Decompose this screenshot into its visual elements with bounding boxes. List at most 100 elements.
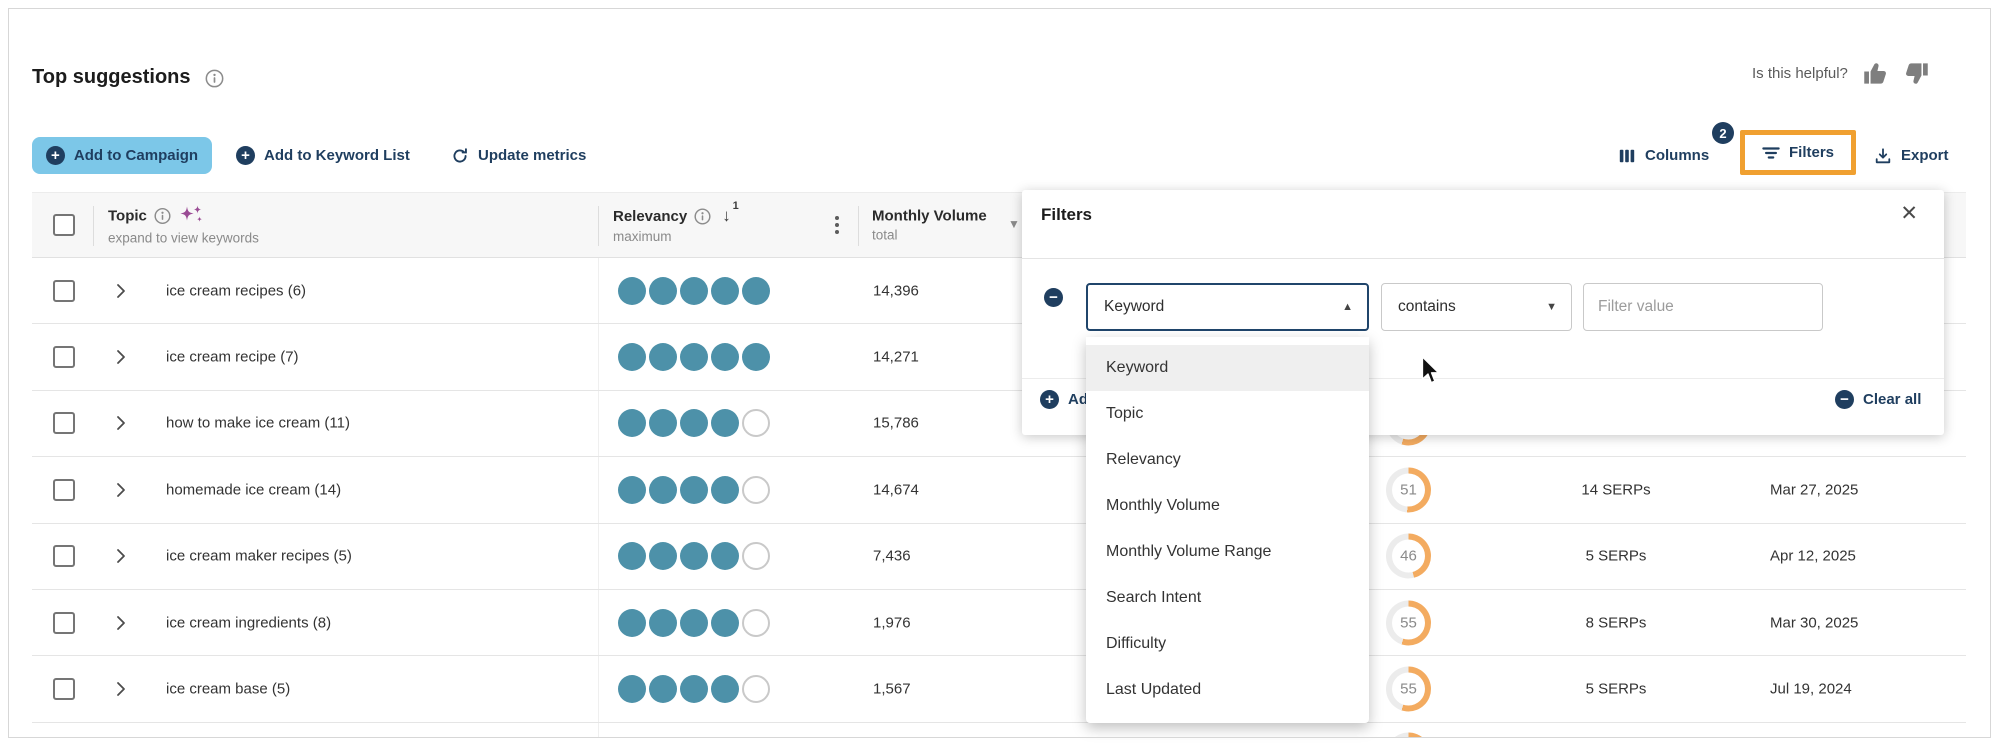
table-row bbox=[32, 722, 1966, 737]
row-checkbox[interactable] bbox=[53, 279, 75, 302]
chevron-down-icon[interactable]: ▼ bbox=[1008, 217, 1020, 231]
sort-rank: 1 bbox=[732, 200, 739, 212]
thumbs-up-icon[interactable] bbox=[1862, 60, 1889, 87]
topic-cell[interactable]: ice cream base (5) bbox=[166, 680, 291, 698]
filter-value-input[interactable] bbox=[1583, 283, 1823, 331]
topic-cell[interactable]: how to make ice cream (11) bbox=[166, 414, 350, 432]
relevancy-dots bbox=[618, 542, 770, 571]
relevancy-dot-filled bbox=[649, 542, 677, 571]
row-checkbox[interactable] bbox=[53, 545, 75, 568]
info-icon[interactable] bbox=[694, 207, 711, 225]
add-to-campaign-label: Add to Campaign bbox=[73, 147, 199, 164]
filters-popup: Filters ✕ − Keyword ▲ contains ▼ + Add f… bbox=[1022, 190, 1944, 435]
select-all-checkbox[interactable] bbox=[53, 214, 75, 236]
plus-icon: + bbox=[45, 146, 65, 165]
info-icon[interactable] bbox=[154, 207, 171, 225]
columns-count-badge: 2 bbox=[1712, 122, 1734, 144]
filter-operator-select[interactable]: contains ▼ bbox=[1381, 283, 1572, 331]
topic-cell[interactable]: ice cream recipe (7) bbox=[166, 348, 299, 366]
dropdown-option-monthly-volume[interactable]: Monthly Volume bbox=[1106, 497, 1220, 514]
topic-cell[interactable]: homemade ice cream (14) bbox=[166, 481, 342, 499]
row-checkbox[interactable] bbox=[53, 611, 75, 634]
filter-icon bbox=[1762, 146, 1780, 159]
topic-cell[interactable]: ice cream recipes (6) bbox=[166, 282, 307, 300]
relevancy-dot-filled bbox=[711, 675, 739, 704]
dropdown-option-last-updated[interactable]: Last Updated bbox=[1106, 681, 1202, 698]
topic-cell[interactable]: ice cream ingredients (8) bbox=[166, 614, 332, 632]
update-metrics-button[interactable]: Update metrics bbox=[451, 137, 586, 174]
relevancy-dot-filled bbox=[742, 343, 770, 372]
filters-button[interactable]: Filters bbox=[1740, 130, 1856, 175]
relevancy-dot-filled bbox=[618, 608, 646, 637]
clear-all-label: Clear all bbox=[1863, 391, 1922, 408]
filters-label: Filters bbox=[1788, 144, 1834, 161]
column-header-relevancy[interactable]: Relevancy ↓ 1 maximum bbox=[613, 200, 739, 244]
monthly-volume-cell: 14,396 bbox=[873, 282, 919, 300]
relevancy-dot-filled bbox=[680, 276, 708, 305]
add-to-campaign-button[interactable]: + Add to Campaign bbox=[32, 137, 212, 174]
serps-cell: 5 SERPs bbox=[1585, 680, 1647, 698]
row-checkbox[interactable] bbox=[53, 412, 75, 435]
row-checkbox[interactable] bbox=[53, 678, 75, 701]
last-updated-cell: Mar 27, 2025 bbox=[1770, 481, 1859, 499]
info-icon[interactable] bbox=[205, 69, 224, 88]
monthly-volume-header-label: Monthly Volume bbox=[872, 207, 987, 225]
relevancy-dot-filled bbox=[618, 409, 646, 438]
column-header-monthly-volume[interactable]: Monthly Volume total bbox=[872, 208, 987, 243]
dropdown-option-keyword[interactable]: Keyword bbox=[1086, 345, 1369, 391]
export-button[interactable]: Export bbox=[1874, 137, 1949, 174]
relevancy-dot-filled bbox=[618, 475, 646, 504]
clear-all-button[interactable]: − Clear all bbox=[1835, 390, 1921, 409]
sort-descending-icon[interactable]: ↓ 1 bbox=[722, 200, 739, 225]
topic-header-label: Topic bbox=[108, 207, 147, 225]
column-divider bbox=[598, 324, 599, 390]
topic-cell[interactable]: ice cream maker recipes (5) bbox=[166, 547, 352, 565]
dropdown-option-monthly-volume-range[interactable]: Monthly Volume Range bbox=[1106, 543, 1272, 560]
expand-chevron-icon[interactable] bbox=[116, 681, 128, 697]
header-divider bbox=[93, 206, 94, 246]
caret-down-icon: ▼ bbox=[1546, 301, 1557, 313]
relevancy-dot-filled bbox=[711, 276, 739, 305]
expand-chevron-icon[interactable] bbox=[116, 482, 128, 498]
divider bbox=[1022, 258, 1944, 259]
column-divider bbox=[598, 258, 599, 324]
header-divider bbox=[598, 206, 599, 246]
add-to-keyword-list-label: Add to Keyword List bbox=[264, 147, 410, 164]
row-checkbox[interactable] bbox=[53, 478, 75, 501]
relevancy-dots bbox=[618, 675, 770, 704]
monthly-volume-cell: 14,674 bbox=[873, 481, 919, 499]
expand-chevron-icon[interactable] bbox=[116, 548, 128, 564]
relevancy-dot-filled bbox=[618, 675, 646, 704]
relevancy-dot-filled bbox=[649, 675, 677, 704]
topic-header-subtitle: expand to view keywords bbox=[108, 230, 259, 246]
column-header-topic[interactable]: Topic expand to view keywords bbox=[108, 205, 259, 246]
expand-chevron-icon[interactable] bbox=[116, 283, 128, 299]
close-icon[interactable]: ✕ bbox=[1900, 202, 1918, 225]
monthly-volume-cell: 1,567 bbox=[873, 680, 911, 698]
expand-chevron-icon[interactable] bbox=[116, 349, 128, 365]
row-checkbox[interactable] bbox=[53, 346, 75, 369]
column-menu-icon[interactable] bbox=[831, 212, 843, 238]
column-divider bbox=[598, 589, 599, 656]
expand-chevron-icon[interactable] bbox=[116, 415, 128, 431]
difficulty-ring: 51 bbox=[1386, 467, 1431, 513]
dropdown-option-search-intent[interactable]: Search Intent bbox=[1106, 589, 1202, 606]
relevancy-dot-filled bbox=[680, 409, 708, 438]
columns-button[interactable]: Columns bbox=[1618, 137, 1709, 174]
dropdown-option-relevancy[interactable]: Relevancy bbox=[1106, 451, 1181, 468]
thumbs-down-icon[interactable] bbox=[1903, 60, 1930, 87]
relevancy-dot-filled bbox=[742, 276, 770, 305]
relevancy-dot-filled bbox=[711, 343, 739, 372]
relevancy-dots bbox=[618, 409, 770, 438]
filter-field-select[interactable]: Keyword ▲ bbox=[1086, 283, 1369, 331]
remove-filter-button[interactable]: − bbox=[1044, 288, 1063, 307]
add-to-keyword-list-button[interactable]: + Add to Keyword List bbox=[236, 137, 410, 174]
header-divider bbox=[858, 206, 859, 246]
dropdown-option-topic[interactable]: Topic bbox=[1106, 405, 1144, 422]
column-divider bbox=[598, 457, 599, 523]
dropdown-option-difficulty[interactable]: Difficulty bbox=[1106, 635, 1167, 652]
relevancy-dots bbox=[618, 475, 770, 504]
expand-chevron-icon[interactable] bbox=[116, 615, 128, 631]
difficulty-score: 55 bbox=[1392, 672, 1425, 706]
